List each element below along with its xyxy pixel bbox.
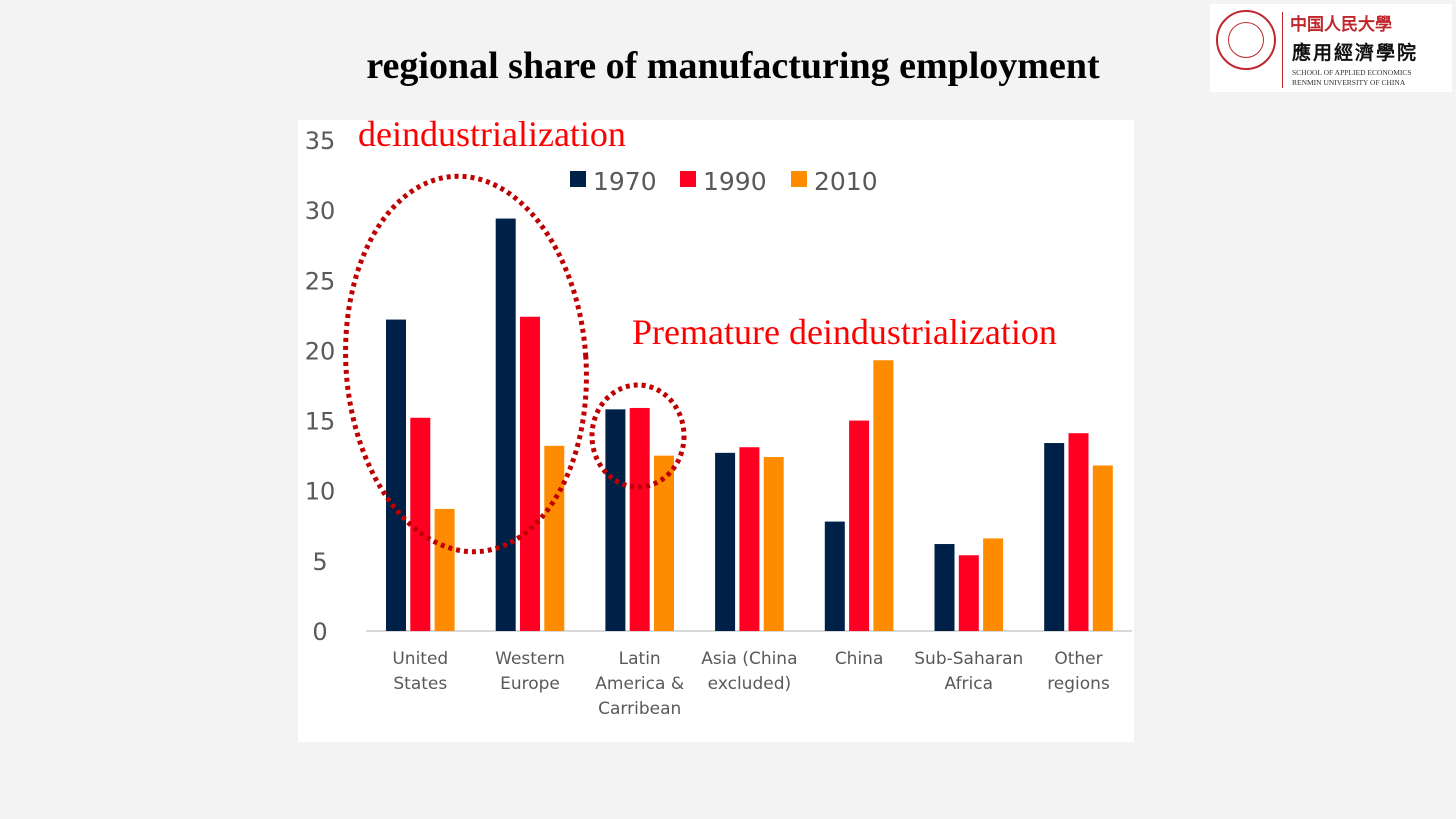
bar-1970-0: [386, 319, 406, 631]
x-category-label: Carribean: [598, 699, 681, 719]
legend-swatch-2010: [791, 171, 807, 187]
x-category-label: Africa: [945, 674, 994, 694]
x-category-label: regions: [1047, 674, 1110, 694]
y-tick-label: 10: [305, 478, 336, 506]
bar-1990-6: [1068, 433, 1089, 631]
x-category-label: Western: [495, 649, 565, 669]
y-tick-label: 0: [312, 618, 327, 646]
bar-1970-5: [934, 544, 955, 631]
bar-2010-1: [544, 445, 565, 631]
legend-label-2010: 2010: [814, 167, 878, 196]
bar-1990-0: [410, 417, 431, 631]
annotation-deindustrialization: deindustrialization: [358, 114, 626, 154]
y-tick-label: 5: [312, 548, 327, 576]
bar-1990-5: [958, 555, 979, 631]
slide-title: regional share of manufacturing employme…: [366, 45, 1100, 87]
chart-panel: [298, 120, 1134, 742]
bar-2010-5: [983, 538, 1004, 631]
logo-university-name: 中国人民大學: [1290, 15, 1392, 35]
bar-2010-6: [1092, 465, 1113, 631]
x-category-label: United: [392, 649, 448, 669]
bar-1990-1: [520, 316, 540, 631]
y-tick-label: 35: [305, 127, 336, 155]
bar-1990-3: [739, 447, 760, 631]
deindustrialization-circle: [343, 173, 589, 555]
annotation-premature-deindustrialization: Premature deindustrialization: [632, 312, 1057, 352]
bar-2010-3: [763, 457, 784, 631]
x-category-label: Sub-Saharan: [914, 649, 1023, 669]
legend-swatch-1970: [570, 171, 586, 187]
x-category-label: America &: [595, 674, 684, 694]
y-tick-label: 30: [305, 197, 336, 225]
x-category-label: Latin: [619, 649, 661, 669]
x-category-label: Other: [1054, 649, 1102, 669]
y-tick-label: 25: [305, 267, 336, 295]
university-seal-icon: [1216, 10, 1276, 70]
bar-1970-3: [715, 452, 736, 631]
bar-2010-0: [434, 508, 455, 631]
premature-deindustrialization-circle: [589, 382, 687, 490]
bar-1970-2: [605, 409, 626, 631]
legend-swatch-1990: [680, 171, 696, 187]
legend-label-1990: 1990: [703, 167, 767, 196]
bar-1970-6: [1044, 443, 1065, 631]
logo-school-name: 應用經濟學院: [1292, 42, 1419, 64]
logo-university-english: RENMIN UNIVERSITY OF CHINA: [1292, 78, 1406, 87]
legend-label-1970: 1970: [593, 167, 657, 196]
logo-divider: [1282, 12, 1283, 88]
x-category-label: Asia (China: [701, 649, 797, 669]
bar-1970-4: [824, 521, 845, 631]
bar-2010-4: [873, 360, 894, 631]
bar-1970-1: [495, 218, 516, 631]
y-tick-label: 20: [305, 337, 336, 365]
y-tick-label: 15: [305, 408, 336, 436]
bar-1990-2: [629, 407, 650, 631]
school-logo: 中国人民大學 應用經濟學院 SCHOOL OF APPLIED ECONOMIC…: [1210, 4, 1452, 92]
x-category-label: States: [393, 674, 447, 694]
x-category-label: excluded): [708, 674, 791, 694]
x-category-label: Europe: [500, 674, 560, 694]
x-category-label: China: [835, 649, 884, 669]
bar-1990-4: [849, 420, 870, 631]
bar-2010-2: [654, 455, 674, 631]
logo-school-english: SCHOOL OF APPLIED ECONOMICS: [1292, 68, 1412, 77]
